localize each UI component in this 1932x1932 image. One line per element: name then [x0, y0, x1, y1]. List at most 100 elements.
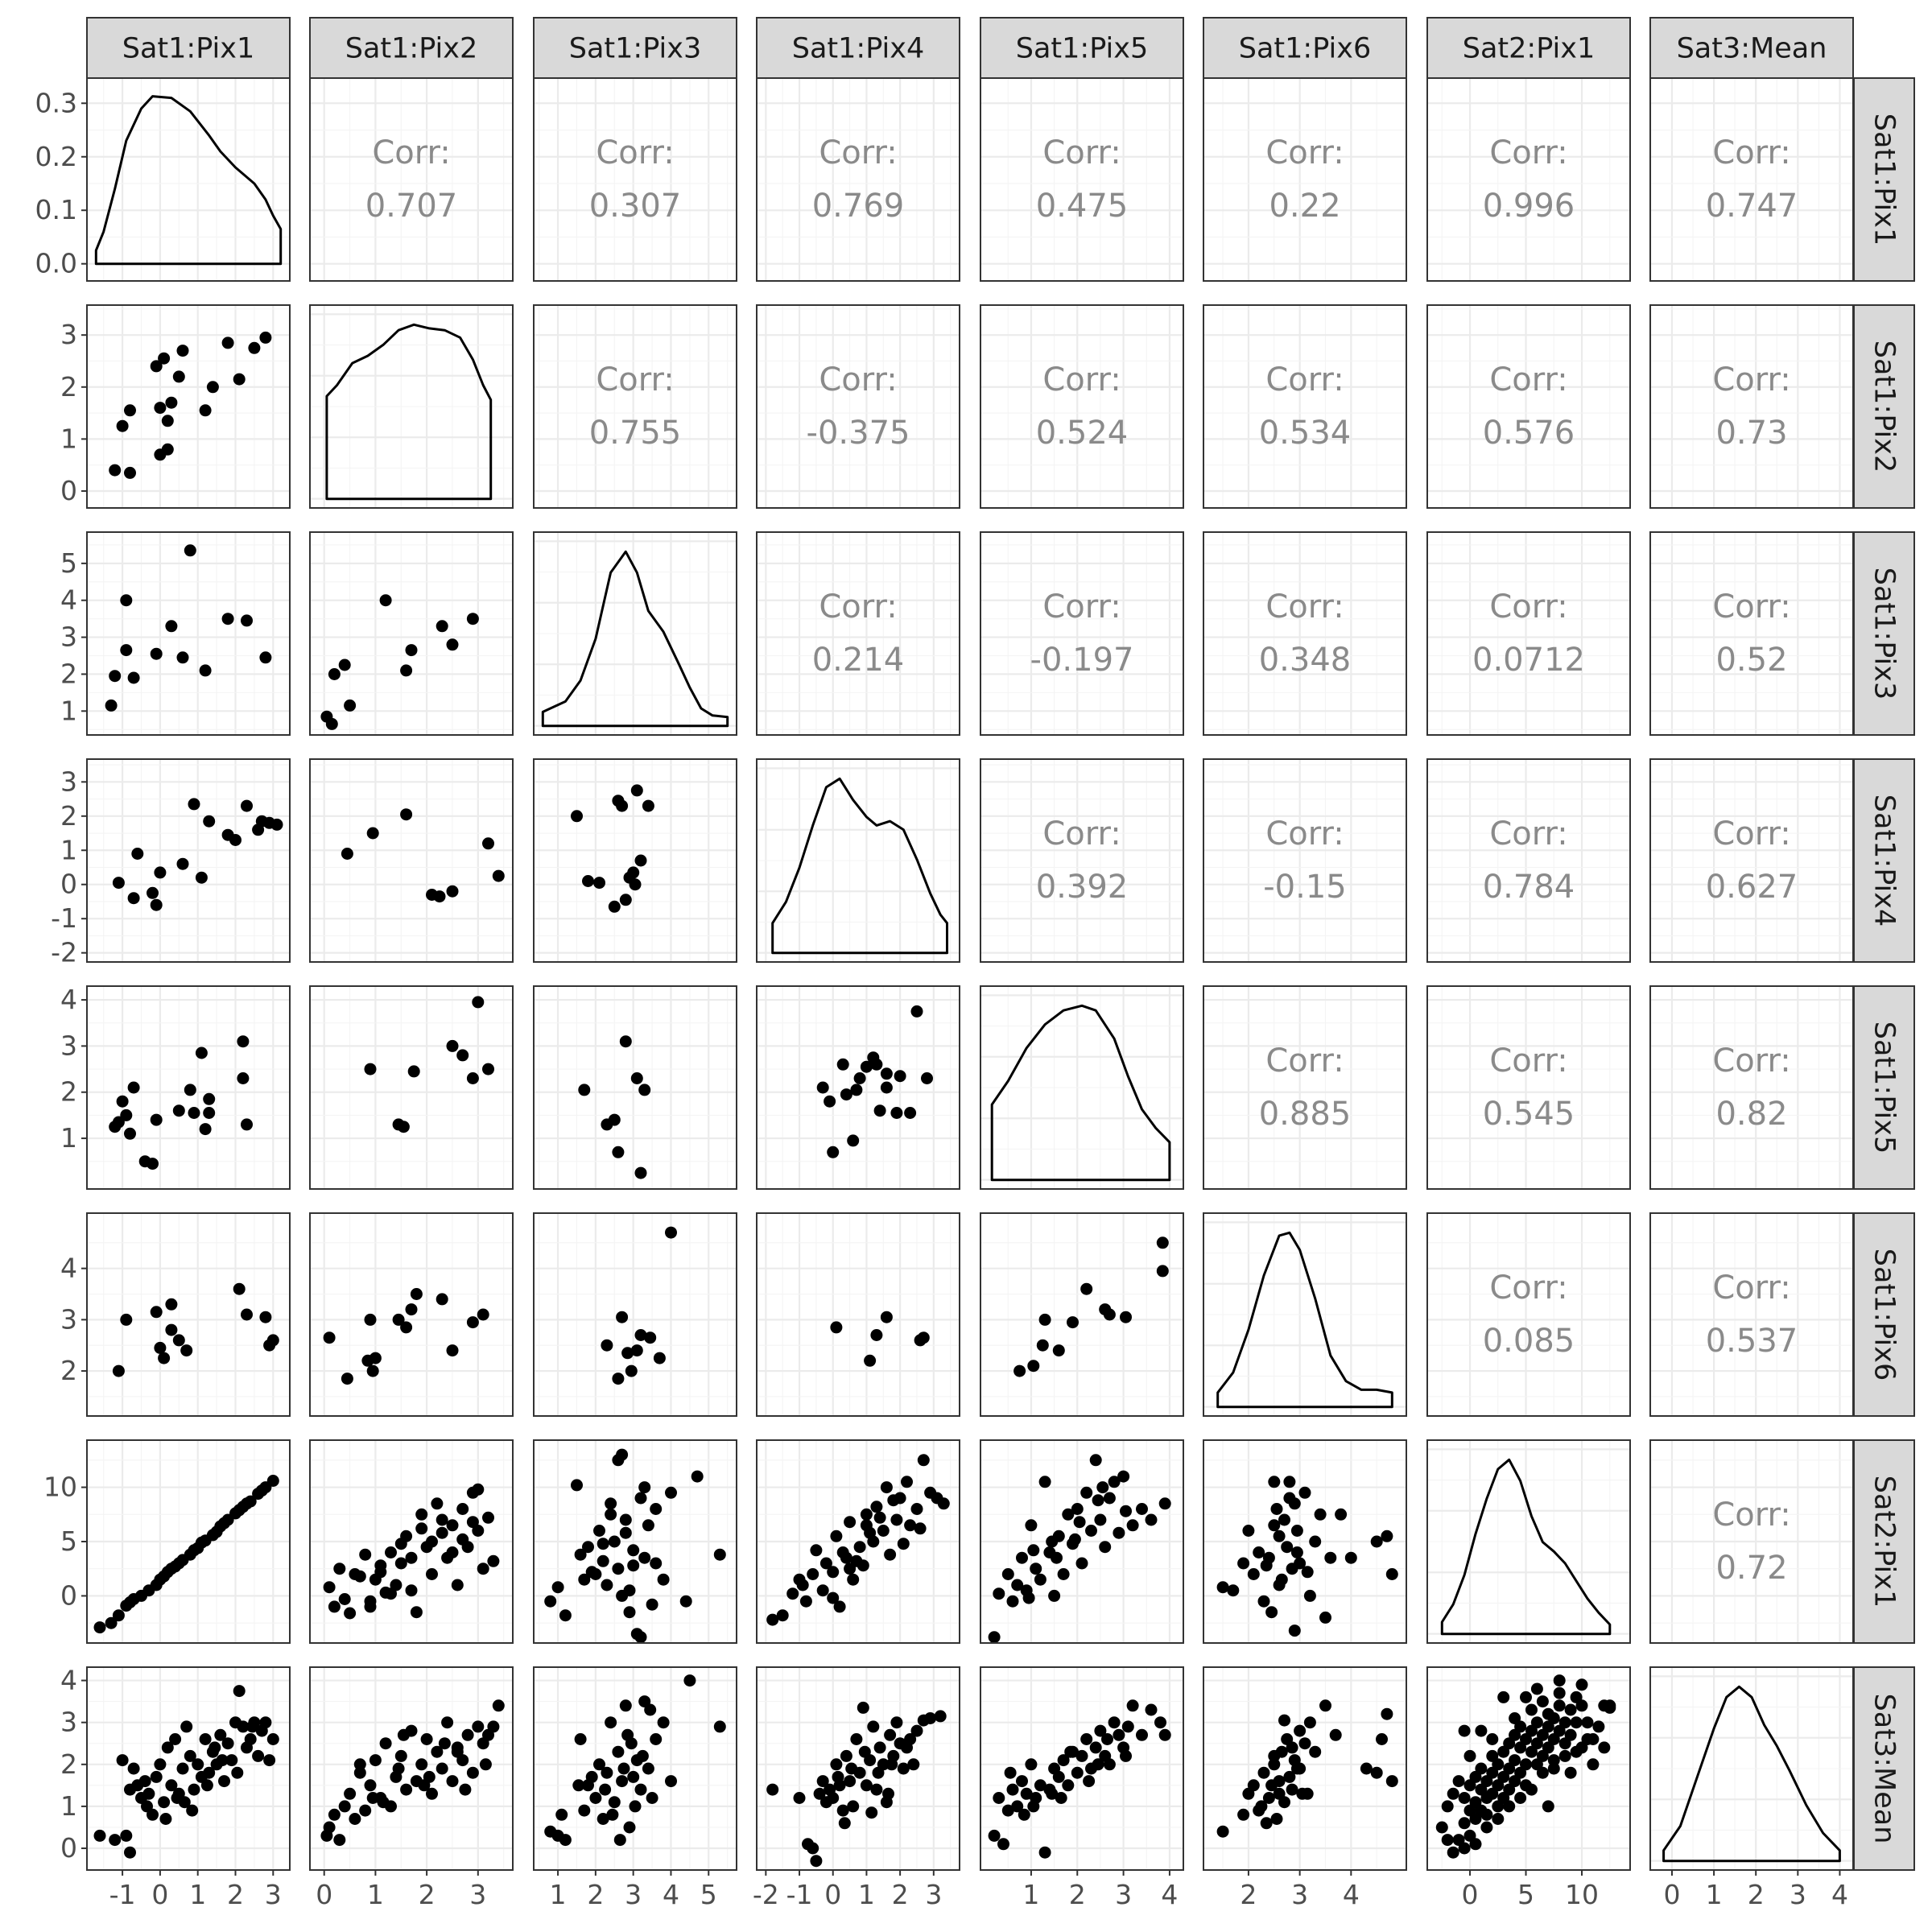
data-point: [766, 1783, 779, 1796]
data-point: [1117, 1470, 1130, 1483]
data-point: [353, 1570, 366, 1583]
corr-label: Corr:: [1489, 815, 1567, 852]
data-point: [161, 415, 174, 427]
data-point: [1260, 1559, 1273, 1572]
corr-value: 0.747: [1706, 188, 1798, 225]
y-tick-label: 1: [60, 1122, 77, 1154]
panel-r3-c2: [533, 758, 737, 963]
panel-background: [1650, 305, 1853, 508]
strip-label: Sat2:Pix1: [1868, 1476, 1901, 1608]
data-point: [1156, 1265, 1169, 1278]
corr-label: Corr:: [1489, 1042, 1567, 1080]
data-point: [901, 1741, 913, 1754]
x-tick-label: 4: [663, 1879, 679, 1910]
data-point: [601, 1579, 613, 1591]
data-point: [364, 1313, 377, 1326]
bottom-x-axis: -1 0 1 2 3 0 1 2 3 1 2 3 4 5 -2 -1 0 1 2 3 1 2 3 4 2 3 4 0 5 10 0 1 2 3 4: [109, 1870, 1848, 1910]
data-point: [1068, 1533, 1081, 1546]
data-point: [865, 1806, 878, 1819]
data-point: [1025, 1758, 1038, 1771]
y-tick-label: 3: [60, 766, 77, 797]
panel-border: [756, 1439, 960, 1644]
data-point: [827, 1591, 840, 1604]
data-point: [446, 1519, 459, 1532]
data-point: [937, 1497, 950, 1510]
y-tick-label: 5: [60, 1525, 77, 1557]
panel-r1-c0: [86, 304, 291, 509]
data-point: [423, 1770, 436, 1783]
data-point: [241, 1308, 253, 1321]
data-point: [1553, 1699, 1566, 1712]
data-point: [1298, 1737, 1311, 1750]
data-point: [1530, 1716, 1543, 1729]
data-point: [415, 1758, 428, 1771]
panel-border: [86, 1212, 291, 1417]
data-point: [616, 1589, 629, 1602]
data-point: [472, 1483, 485, 1496]
data-point: [1273, 1775, 1286, 1788]
corr-label: Corr:: [1489, 361, 1567, 398]
panel-border: [1426, 758, 1631, 963]
data-point: [116, 419, 129, 432]
data-point: [832, 1770, 844, 1783]
data-point: [634, 1783, 647, 1796]
data-point: [847, 1800, 860, 1813]
data-point: [853, 1072, 866, 1084]
data-point: [1011, 1579, 1024, 1591]
data-point: [840, 1749, 852, 1762]
x-tick-label: 0: [316, 1879, 332, 1910]
data-point: [165, 1298, 178, 1311]
data-point: [1064, 1745, 1077, 1758]
gridlines: [757, 78, 960, 281]
panel-border: [1426, 985, 1631, 1190]
data-point: [1092, 1758, 1104, 1771]
data-point: [150, 1306, 163, 1319]
data-point: [793, 1792, 806, 1804]
density-curve-sat3-mean: [1662, 1685, 1841, 1863]
data-point: [1553, 1686, 1566, 1699]
corr-label: Corr:: [596, 361, 674, 398]
y-tick-label: 2: [60, 1355, 77, 1386]
data-point: [184, 1084, 196, 1096]
data-point: [1073, 1516, 1086, 1529]
scatter-points: [1013, 1236, 1169, 1377]
corr-value: 0.52: [1715, 642, 1787, 679]
panel-r4-c2: [533, 985, 737, 1190]
strip-top-sat1-pix3: Sat1:Pix3: [533, 17, 737, 79]
data-point: [1247, 1568, 1260, 1580]
data-point: [325, 717, 338, 730]
panel-r3-c3: [756, 758, 960, 963]
corr-value: 0.82: [1715, 1096, 1787, 1133]
data-point: [492, 1699, 505, 1712]
corr-label: Corr:: [1042, 361, 1121, 398]
data-point: [366, 1792, 379, 1804]
scatter-points: [830, 1311, 930, 1367]
scatter-points: [601, 1226, 677, 1385]
data-point: [441, 1716, 454, 1729]
data-point: [1525, 1783, 1538, 1796]
data-point: [1103, 1492, 1116, 1505]
corr-value: 0.392: [1036, 869, 1129, 906]
data-point: [472, 1720, 485, 1733]
gridlines: [310, 78, 513, 281]
data-point: [1542, 1800, 1554, 1813]
panel-border: [980, 531, 1184, 736]
panel-background: [534, 986, 737, 1189]
panel-border: [1203, 985, 1407, 1190]
strip-label: Sat3:Mean: [1868, 1694, 1901, 1844]
data-point: [394, 1749, 407, 1762]
data-point: [178, 1796, 191, 1809]
corr-label: Corr:: [1712, 1496, 1790, 1534]
panel-r0-c7: Corr: 0.747: [1649, 77, 1854, 282]
data-point: [263, 1754, 276, 1767]
data-point: [850, 1084, 863, 1096]
data-point: [426, 1535, 438, 1548]
data-point: [1057, 1568, 1070, 1580]
data-point: [1270, 1813, 1283, 1825]
scatter-points: [323, 1483, 500, 1620]
data-point: [124, 466, 136, 479]
data-point: [405, 1303, 418, 1316]
data-point: [1360, 1762, 1373, 1775]
panel-background: [980, 305, 1183, 508]
data-point: [612, 1563, 625, 1575]
